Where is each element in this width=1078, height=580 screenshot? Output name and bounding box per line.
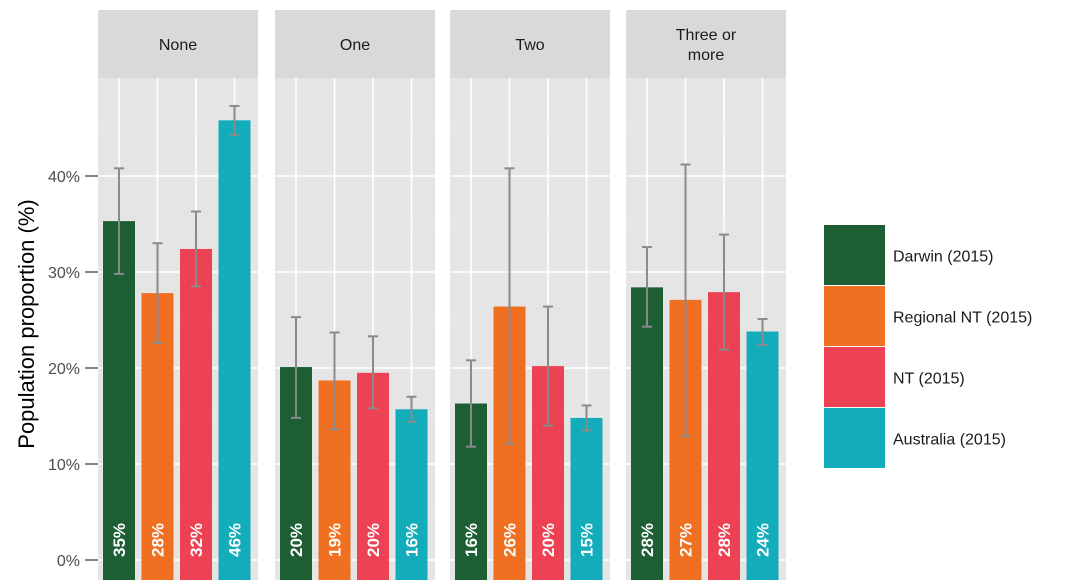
bar-australia-2015: [746, 331, 779, 580]
facet-two: Two 16% 26% 20% 15%: [450, 10, 610, 580]
bar-nt-2015: [180, 248, 212, 580]
y-tick-label: 40%: [48, 169, 80, 186]
bar-value-label: 20%: [287, 523, 306, 557]
error-bar: [329, 331, 340, 431]
bar-darwin-2015: [103, 221, 135, 580]
y-axis-title: Population proportion (%): [14, 199, 39, 448]
bar-value-label: 20%: [539, 523, 558, 557]
bar-value-label: 28%: [715, 523, 734, 557]
error-bar: [680, 163, 691, 438]
error-bar: [466, 359, 476, 448]
y-axis: 0% 10% 20% 30% 40%: [48, 169, 98, 570]
strip-background: [450, 10, 610, 78]
strip-background: [275, 10, 435, 78]
y-tick-label: 0%: [57, 553, 80, 570]
error-bar: [291, 316, 301, 419]
strip-label: None: [159, 37, 197, 54]
facet-one: One 20% 19% 20% 16%: [275, 10, 435, 580]
error-bar: [152, 242, 163, 345]
legend-swatch: [824, 225, 885, 285]
y-tick-label: 20%: [48, 361, 80, 378]
legend-label: Darwin (2015): [893, 249, 993, 266]
bar-darwin-2015: [631, 287, 663, 580]
error-bar: [114, 167, 124, 275]
strip-label: Two: [515, 37, 544, 54]
legend: Darwin (2015) Regional NT (2015) NT (2015)…: [824, 225, 1032, 468]
bar-australia-2015: [395, 409, 428, 580]
y-tick-label: 10%: [48, 457, 80, 474]
bar-value-label: 28%: [638, 523, 657, 557]
error-bar: [229, 104, 240, 136]
legend-label: NT (2015): [893, 371, 965, 388]
bar-value-label: 32%: [187, 523, 206, 557]
error-bar: [191, 210, 201, 288]
y-tick-label: 30%: [48, 265, 80, 282]
legend-item-darwin-2015: Darwin (2015): [824, 225, 993, 285]
bar-australia-2015: [570, 417, 603, 580]
bar-value-label: 16%: [403, 523, 422, 557]
legend-label: Australia (2015): [893, 432, 1006, 449]
error-bar: [504, 167, 515, 445]
bar-value-label: 15%: [578, 523, 597, 557]
strip-label: One: [340, 37, 370, 54]
bar-value-label: 35%: [110, 523, 129, 557]
error-bar: [368, 335, 378, 410]
legend-item-regional-nt-2015: Regional NT (2015): [824, 286, 1032, 346]
bar-value-label: 16%: [462, 523, 481, 557]
facet-panels: None 35% 28% 32% 46% One 20% 19% 20% 16% Two 16% 26%…: [98, 10, 786, 580]
bar-value-label: 28%: [149, 523, 168, 557]
facet-three-or-more: Three or more 28% 27% 28% 24%: [626, 10, 786, 580]
strip-background: [98, 10, 258, 78]
strip-label: more: [688, 47, 725, 64]
bar-value-label: 27%: [677, 523, 696, 557]
error-bar: [757, 318, 768, 346]
facet-none: None 35% 28% 32% 46%: [98, 10, 258, 580]
bar-value-label: 46%: [226, 523, 245, 557]
bar-australia-2015: [218, 120, 251, 580]
bar-value-label: 19%: [326, 523, 345, 557]
bar-value-label: 26%: [501, 523, 520, 557]
strip-label: Three or: [676, 27, 737, 44]
bar-value-label: 24%: [754, 523, 773, 557]
legend-swatch: [824, 347, 885, 407]
error-bar: [642, 246, 652, 328]
legend-swatch: [824, 286, 885, 346]
error-bar: [406, 395, 417, 423]
legend-item-nt-2015: NT (2015): [824, 347, 965, 407]
legend-swatch: [824, 408, 885, 468]
legend-item-australia-2015: Australia (2015): [824, 408, 1006, 468]
error-bar: [719, 233, 729, 351]
legend-label: Regional NT (2015): [893, 310, 1032, 327]
strip-background: [626, 10, 786, 78]
bar-value-label: 20%: [364, 523, 383, 557]
error-bar: [543, 305, 553, 427]
error-bar: [581, 404, 592, 432]
